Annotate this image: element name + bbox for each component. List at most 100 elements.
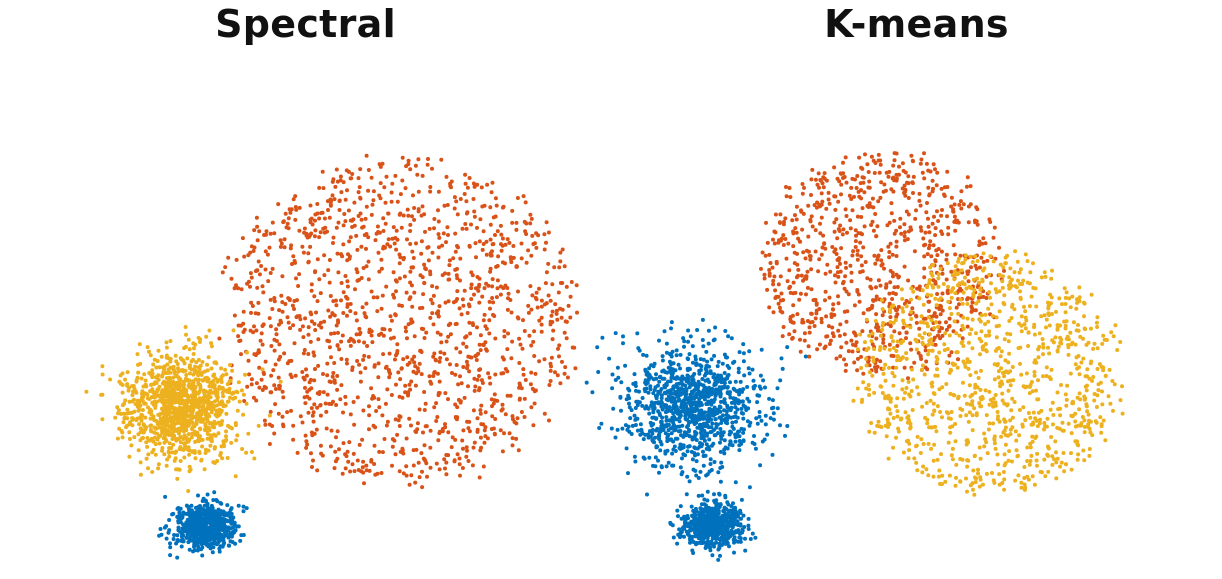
- data-point: [883, 378, 888, 383]
- data-point: [168, 553, 173, 558]
- data-point: [132, 435, 137, 440]
- data-point: [156, 348, 161, 353]
- data-point: [476, 288, 481, 293]
- data-point: [1095, 367, 1100, 371]
- data-point: [1022, 476, 1027, 480]
- data-point: [983, 437, 988, 442]
- data-point: [900, 186, 905, 191]
- data-point: [891, 320, 896, 325]
- data-point: [232, 530, 237, 535]
- data-point: [940, 291, 945, 296]
- data-point: [563, 319, 568, 324]
- data-point: [133, 389, 138, 394]
- data-point: [938, 304, 943, 309]
- data-point: [1042, 270, 1047, 275]
- data-point: [336, 330, 340, 335]
- data-point: [1030, 474, 1035, 479]
- data-point: [969, 304, 974, 309]
- data-point: [936, 324, 940, 329]
- data-point: [508, 298, 513, 302]
- data-point: [952, 214, 957, 219]
- data-point: [887, 342, 892, 347]
- data-point: [863, 152, 867, 157]
- data-point: [881, 340, 886, 345]
- data-point: [303, 433, 308, 438]
- data-point: [245, 350, 249, 355]
- data-point: [887, 255, 892, 260]
- data-point: [1094, 405, 1099, 409]
- data-point: [1089, 292, 1094, 297]
- data-point: [244, 450, 249, 455]
- data-point: [415, 172, 420, 177]
- data-point: [479, 378, 484, 383]
- data-point: [906, 438, 911, 443]
- data-point: [933, 167, 937, 172]
- data-point: [869, 286, 874, 291]
- data-point: [328, 314, 333, 319]
- data-point: [874, 336, 879, 341]
- data-point: [968, 202, 973, 207]
- data-point: [179, 435, 184, 440]
- data-point: [339, 190, 344, 195]
- data-point: [1045, 416, 1050, 421]
- data-point: [432, 217, 437, 221]
- data-point: [395, 342, 400, 347]
- data-point: [267, 316, 272, 321]
- data-point: [408, 229, 413, 233]
- data-point: [475, 225, 479, 230]
- data-point: [798, 349, 803, 354]
- data-point: [839, 345, 844, 350]
- data-point: [850, 208, 855, 213]
- data-point: [134, 378, 139, 383]
- data-point: [213, 541, 218, 546]
- data-point: [836, 301, 841, 306]
- data-point: [390, 463, 394, 468]
- data-point: [346, 459, 351, 464]
- data-point: [405, 207, 410, 212]
- data-point: [1107, 367, 1112, 372]
- data-point: [906, 456, 911, 461]
- data-point: [539, 315, 544, 320]
- data-point: [156, 420, 161, 425]
- data-point: [486, 371, 491, 376]
- data-point: [436, 208, 440, 213]
- data-point: [210, 518, 215, 523]
- data-point: [495, 229, 500, 234]
- data-point: [1017, 433, 1022, 438]
- data-point: [472, 388, 477, 393]
- data-point: [879, 180, 884, 185]
- data-point: [187, 347, 192, 352]
- data-point: [1059, 460, 1064, 465]
- data-point: [785, 279, 790, 284]
- data-point: [911, 289, 916, 294]
- data-point: [836, 294, 840, 299]
- data-point: [894, 254, 899, 258]
- data-point: [344, 454, 349, 459]
- data-point: [154, 365, 159, 370]
- data-point: [895, 409, 900, 414]
- data-point: [920, 367, 924, 372]
- data-point: [217, 336, 222, 341]
- data-point: [209, 438, 214, 443]
- data-point: [951, 286, 956, 291]
- data-point: [1041, 342, 1046, 347]
- data-point: [960, 336, 965, 341]
- data-point: [832, 165, 837, 170]
- data-point: [924, 359, 929, 364]
- data-point: [234, 438, 239, 443]
- data-point: [527, 333, 532, 338]
- data-point: [864, 356, 869, 361]
- data-point: [130, 393, 135, 398]
- data-point: [998, 381, 1002, 386]
- data-point: [947, 306, 952, 311]
- data-point: [481, 242, 486, 246]
- data-point: [936, 276, 941, 281]
- data-point: [1009, 277, 1014, 282]
- data-point: [221, 373, 225, 378]
- data-point: [187, 382, 192, 387]
- data-point: [887, 347, 892, 352]
- data-point: [166, 367, 171, 372]
- data-point: [309, 288, 314, 293]
- data-point: [197, 451, 202, 455]
- data-point: [891, 346, 896, 350]
